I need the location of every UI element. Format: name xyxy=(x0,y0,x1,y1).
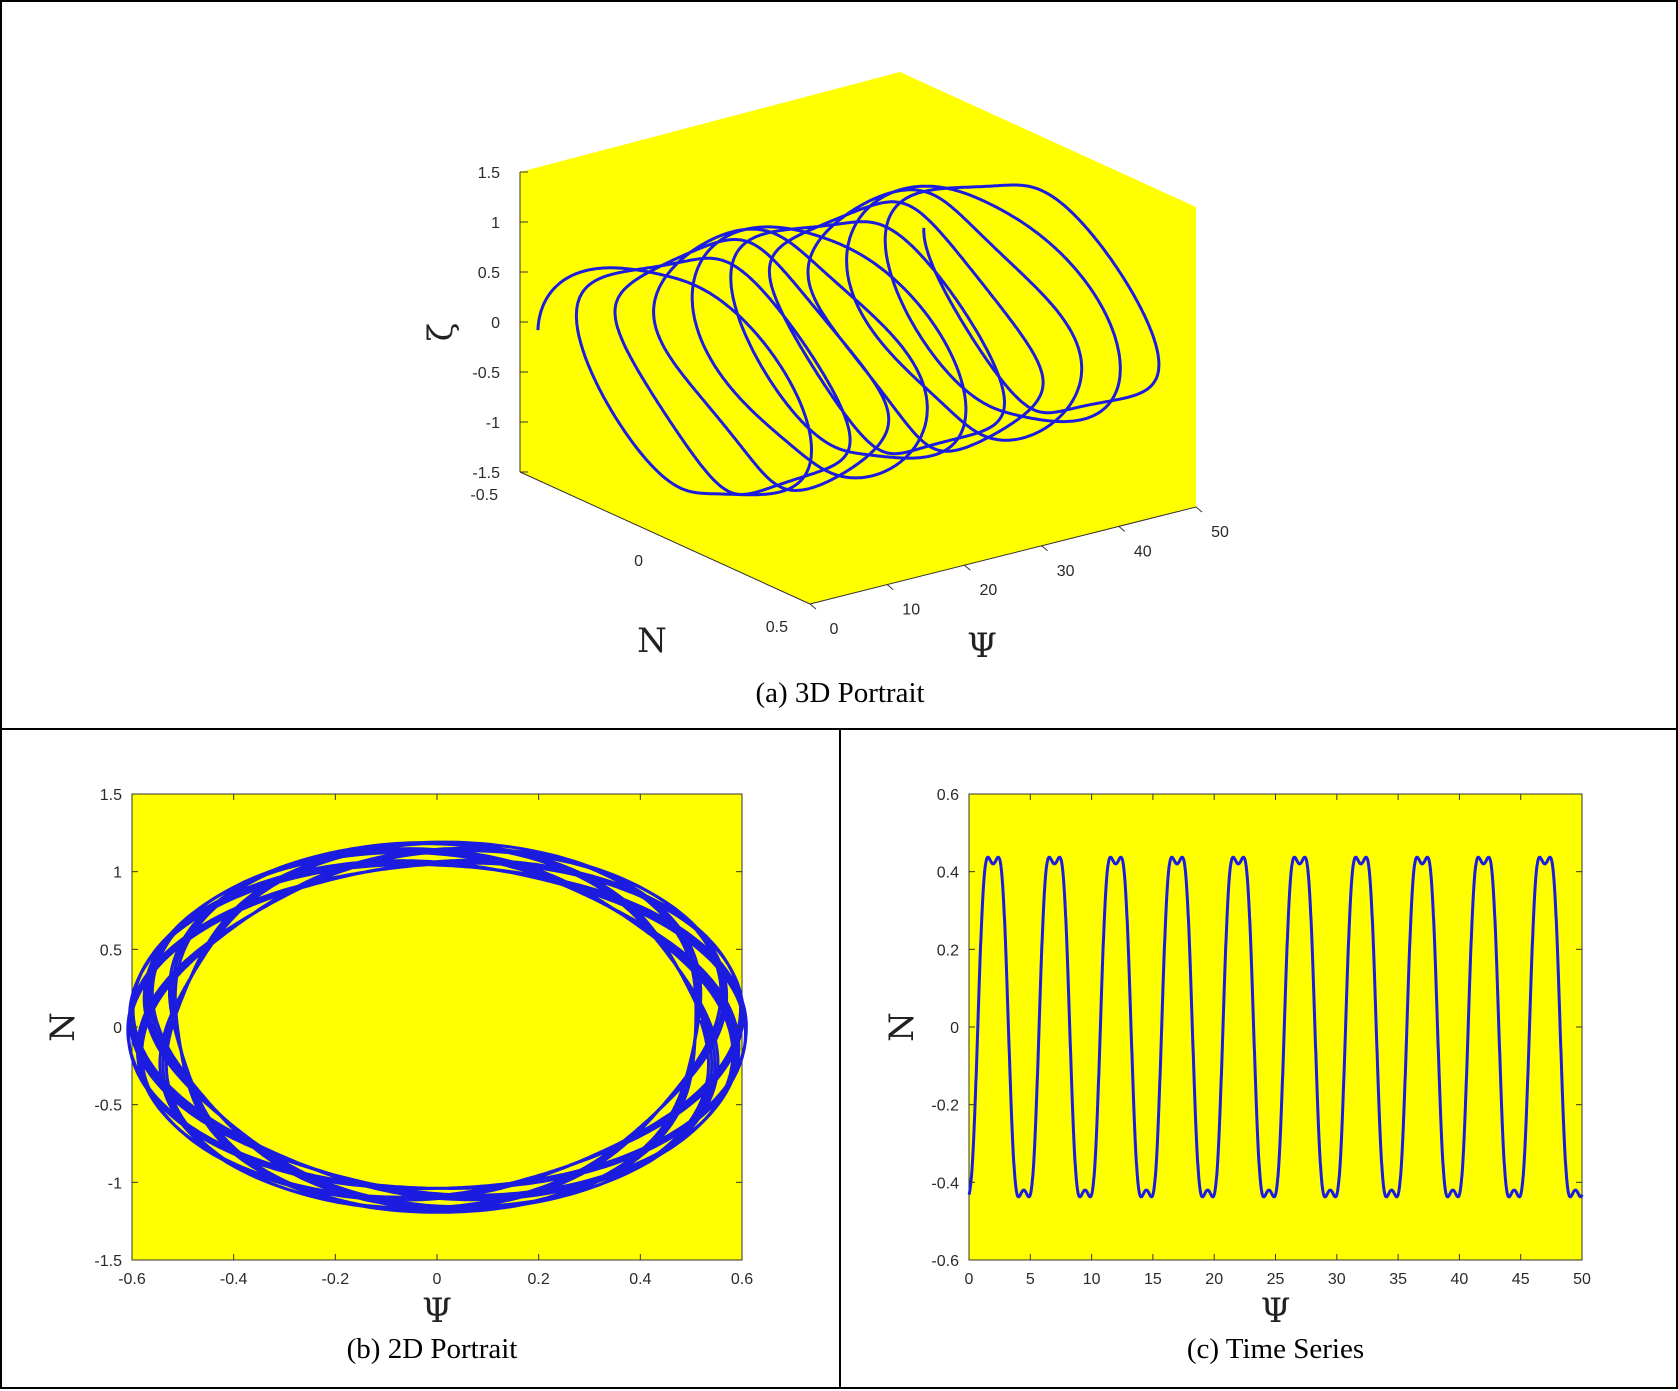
x-tick-label: 30 xyxy=(1057,563,1075,580)
y-tick-label: -0.2 xyxy=(931,1098,959,1115)
x-tick-label: 0 xyxy=(433,1271,442,1288)
y-tick-label: -1.5 xyxy=(94,1253,122,1270)
z-tick-label: 1.5 xyxy=(478,165,500,182)
x-tick xyxy=(809,603,817,610)
x-tick-label: 0 xyxy=(830,621,839,638)
x-tick xyxy=(964,564,971,571)
z-tick-label: -0.5 xyxy=(472,365,500,382)
x-tick-label: 30 xyxy=(1328,1271,1346,1288)
x-tick-label: 10 xyxy=(1083,1271,1101,1288)
y-tick-label: 0.5 xyxy=(100,942,122,959)
y-axis-label: N xyxy=(637,621,667,661)
x-tick xyxy=(1041,545,1048,552)
z-tick-label: 0 xyxy=(491,315,500,332)
x-tick-label: -0.4 xyxy=(220,1271,248,1288)
x-tick-label: 15 xyxy=(1144,1271,1162,1288)
y-tick-label: 1.5 xyxy=(100,787,122,804)
x-tick-label: 40 xyxy=(1451,1271,1469,1288)
caption-c: (c) Time Series xyxy=(1187,1333,1364,1365)
y-tick-label: 0 xyxy=(113,1020,122,1037)
z-axis-label: ζ xyxy=(421,323,461,341)
x-tick-label: 50 xyxy=(1573,1271,1591,1288)
x-axis-label: Ψ xyxy=(1261,1291,1291,1331)
plot-area xyxy=(131,793,743,1261)
trajectory-3d xyxy=(536,183,1161,497)
x-tick-label: 20 xyxy=(980,582,998,599)
chart-time-series: 0 5 10 15 20 25 30 35 40 45 50 -0.6 -0.4 -0.2 0 0.2 0.4 0… xyxy=(882,787,1591,1365)
x-tick-label: 50 xyxy=(1211,524,1229,541)
y-axis-label: N xyxy=(43,1012,83,1042)
x-tick-label: 0.6 xyxy=(731,1271,753,1288)
x-tick-label: -0.6 xyxy=(118,1271,146,1288)
chart-2d-portrait: -0.6 -0.4 -0.2 0 0.2 0.4 0.6 -1.5 -1 -0.5 0 0.5 1 1.5… xyxy=(43,787,753,1365)
x-tick-label: 10 xyxy=(902,602,920,619)
panel-time-series: 0 5 10 15 20 25 30 35 40 45 50 -0.6 -0.4 -0.2 0 0.2 0.4 0… xyxy=(839,728,1678,1389)
z-tick-label: -1 xyxy=(486,415,500,432)
y-tick-label: 0 xyxy=(634,553,643,570)
caption-b: (b) 2D Portrait xyxy=(347,1333,518,1365)
x-tick-label: 5 xyxy=(1026,1271,1035,1288)
x-axis-label: Ψ xyxy=(967,626,997,666)
y-tick-label: -0.5 xyxy=(94,1098,122,1115)
y-tick-label: -0.4 xyxy=(931,1175,959,1192)
x-tick-label: 45 xyxy=(1512,1271,1530,1288)
x-tick-label: 0 xyxy=(965,1271,974,1288)
y-axis-label: N xyxy=(882,1012,922,1042)
x-tick xyxy=(1195,506,1203,513)
y-tick-label: 1 xyxy=(113,865,122,882)
z-tick-label: 1 xyxy=(491,215,500,232)
x-axis-label: Ψ xyxy=(422,1291,452,1331)
y-tick-label: 0.4 xyxy=(937,865,959,882)
x-tick-label: 25 xyxy=(1267,1271,1285,1288)
x-tick-label: -0.2 xyxy=(322,1271,350,1288)
y-tick-label: 0.5 xyxy=(766,619,788,636)
phase-portrait-curve xyxy=(126,840,748,1214)
y-tick-label: -0.5 xyxy=(470,487,498,504)
x-tick-label: 35 xyxy=(1389,1271,1407,1288)
y-tick-label: -0.6 xyxy=(931,1253,959,1270)
x-axis-line xyxy=(809,506,1197,605)
x-tick-label: 0.2 xyxy=(528,1271,550,1288)
y-tick-label: 0.6 xyxy=(937,787,959,804)
y-tick-label: 0.2 xyxy=(937,942,959,959)
x-tick xyxy=(886,584,894,590)
x-tick-label: 0.4 xyxy=(629,1271,651,1288)
x-tick xyxy=(1118,526,1126,532)
x-tick-label: 20 xyxy=(1205,1271,1223,1288)
x-tick-label: 40 xyxy=(1134,543,1152,560)
panel-3d-portrait: -1.5 -1 -0.5 0 0.5 1 1.5 -0.5 0 0.5 0 10 20 30 40 50 ζ … xyxy=(0,0,1678,730)
y-tick-label: 0 xyxy=(950,1020,959,1037)
panel-2d-portrait: -0.6 -0.4 -0.2 0 0.2 0.4 0.6 -1.5 -1 -0.5 0 0.5 1 1.5… xyxy=(0,728,841,1389)
z-tick-label: 0.5 xyxy=(478,265,500,282)
y-axis-line xyxy=(519,471,811,605)
y-tick-label: -1 xyxy=(108,1175,122,1192)
time-series-curve xyxy=(967,855,1584,1199)
z-tick-label: -1.5 xyxy=(472,465,500,482)
caption-a: (a) 3D Portrait xyxy=(755,677,924,709)
plot-background xyxy=(520,72,1196,604)
